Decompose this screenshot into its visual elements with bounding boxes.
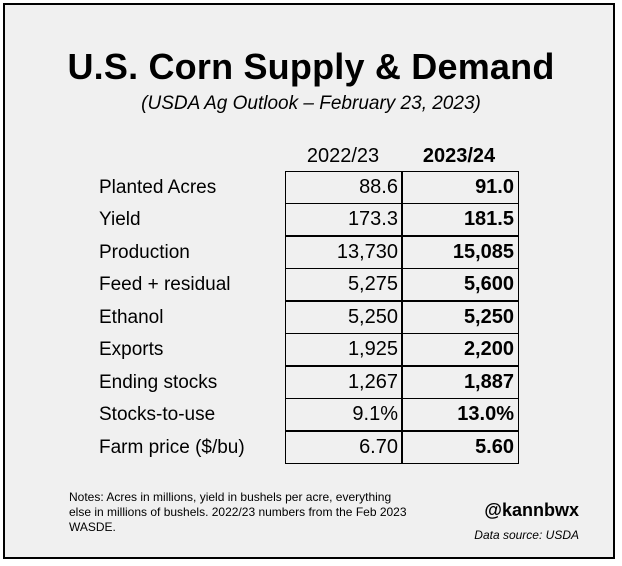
value-2023-24: 13.0% — [401, 398, 519, 431]
row-label: Exports — [99, 339, 164, 360]
row-label: Ethanol — [99, 307, 164, 328]
data-source: Data source: USDA — [474, 528, 579, 542]
value-2022-23: 1,267 — [285, 366, 403, 399]
value-2022-23: 88.6 — [285, 171, 403, 204]
value-2023-24: 2,200 — [401, 333, 519, 366]
row-label: Planted Acres — [99, 177, 217, 198]
row-label: Farm price ($/bu) — [99, 437, 245, 458]
value-2022-23: 173.3 — [285, 203, 403, 236]
value-2023-24: 5.60 — [401, 431, 519, 464]
value-2023-24: 91.0 — [401, 171, 519, 204]
row-label: Stocks-to-use — [99, 404, 216, 425]
infographic-frame: U.S. Corn Supply & Demand (USDA Ag Outlo… — [3, 3, 615, 559]
value-2022-23: 5,250 — [285, 301, 403, 334]
value-2022-23: 1,925 — [285, 333, 403, 366]
value-2022-23: 9.1% — [285, 398, 403, 431]
value-2022-23: 13,730 — [285, 236, 403, 269]
value-2023-24: 181.5 — [401, 203, 519, 236]
value-2022-23: 5,275 — [285, 268, 403, 301]
row-label: Production — [99, 242, 190, 263]
value-2022-23: 6.70 — [285, 431, 403, 464]
value-2023-24: 5,250 — [401, 301, 519, 334]
row-label: Ending stocks — [99, 372, 218, 393]
column-header-2023-24: 2023/24 — [422, 145, 496, 167]
footnote: Notes: Acres in millions, yield in bushe… — [69, 490, 407, 534]
value-2023-24: 15,085 — [401, 236, 519, 269]
value-2023-24: 1,887 — [401, 366, 519, 399]
author-handle: @kannbwx — [484, 500, 579, 520]
row-label: Yield — [99, 209, 141, 230]
row-label: Feed + residual — [99, 274, 231, 295]
page-subtitle: (USDA Ag Outlook – February 23, 2023) — [141, 93, 481, 114]
page-title: U.S. Corn Supply & Demand — [67, 46, 555, 87]
column-header-2022-23: 2022/23 — [306, 145, 380, 167]
value-2023-24: 5,600 — [401, 268, 519, 301]
